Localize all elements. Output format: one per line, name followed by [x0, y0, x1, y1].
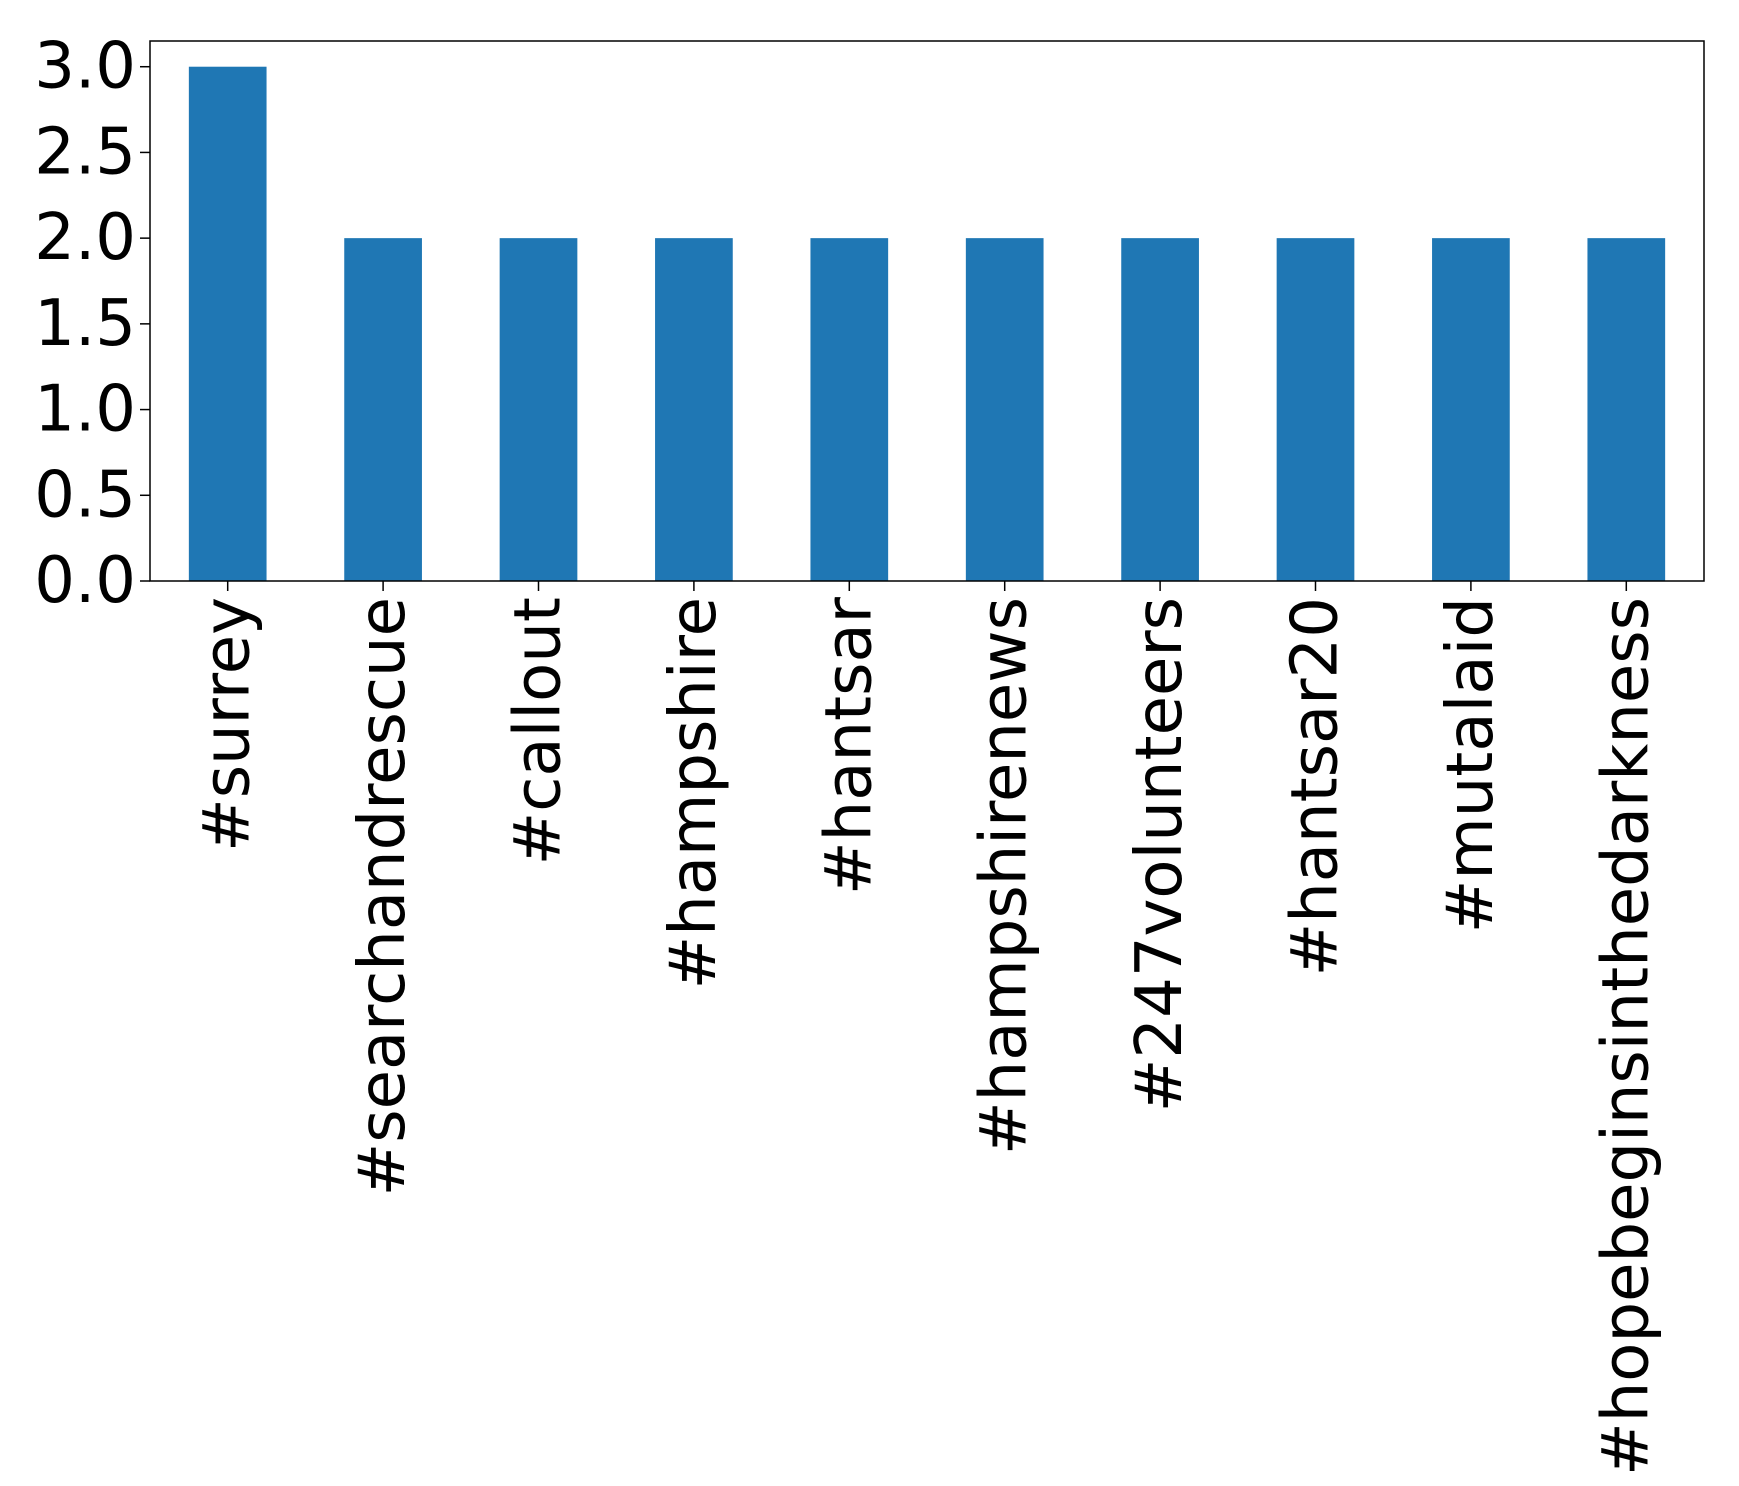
- bar-surrey: [188, 66, 267, 581]
- x-tick-label: #surrey: [191, 597, 265, 852]
- x-tick-label: #hampshire: [657, 597, 731, 989]
- x-axis: #surrey #searchandrescue #callout #hampshir…: [191, 581, 1663, 1476]
- bar-hantsar20: [1276, 238, 1355, 581]
- bar-hopebeginsinthedarkness: [1587, 238, 1666, 581]
- y-tick-label: 3.0: [34, 30, 136, 104]
- x-tick-label: #hopebeginsinthedarkness: [1589, 597, 1663, 1476]
- x-tick-label: #mutalaid: [1434, 597, 1508, 933]
- bars-group: [188, 66, 1666, 581]
- y-tick-label: 1.5: [34, 287, 136, 361]
- x-tick-label: #searchandrescue: [346, 597, 420, 1196]
- x-tick-label: #hantsar: [812, 596, 886, 895]
- x-tick-label: #247volunteers: [1123, 597, 1197, 1112]
- y-tick-label: 2.0: [34, 201, 136, 275]
- bar-callout: [499, 238, 578, 581]
- bar-mutalaid: [1432, 238, 1510, 581]
- bar-hampshire: [655, 238, 733, 581]
- y-tick-label: 2.5: [34, 115, 136, 189]
- bar-searchandrescue: [344, 238, 422, 581]
- x-tick-label: #callout: [502, 597, 576, 865]
- bar-hampshirenews: [965, 238, 1044, 581]
- y-tick-label: 0.5: [34, 458, 136, 532]
- plot-frame: [149, 40, 1705, 582]
- bar-247volunteers: [1121, 238, 1199, 581]
- y-axis: 0.0 0.5 1.0 1.5 2.0 2.5 3.0: [34, 30, 150, 618]
- x-tick-label: #hampshirenews: [968, 597, 1042, 1155]
- bar-hantsar: [810, 238, 889, 581]
- x-tick-label: #hantsar20: [1279, 597, 1353, 976]
- y-tick-label: 1.0: [34, 373, 136, 447]
- y-tick-label: 0.0: [34, 544, 136, 618]
